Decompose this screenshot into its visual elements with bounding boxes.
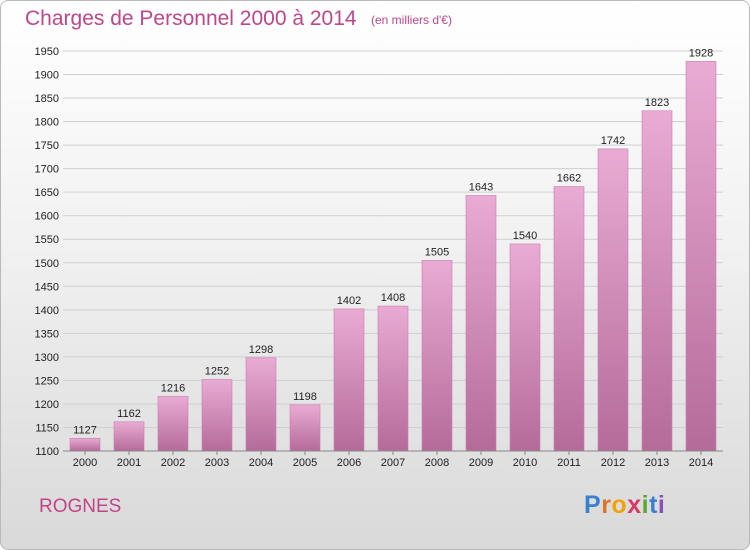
city-name: ROGNES [39, 496, 122, 517]
proxiti-logo[interactable]: Proxiti [584, 491, 665, 520]
x-tick-label: 2006 [337, 457, 361, 469]
x-tick-label: 2008 [425, 457, 449, 469]
y-tick-label: 1200 [35, 399, 59, 411]
bar-value-label: 1298 [249, 344, 273, 356]
chart-subtitle: (en milliers d'€) [371, 13, 452, 27]
x-tick-label: 2007 [381, 457, 405, 469]
logo-letter: r [601, 491, 612, 519]
bar-value-label: 1662 [557, 173, 581, 185]
x-axis-ticks: 2000 2001 2002 2003 2004 2005 2006 2007 2008 2009… [73, 451, 713, 469]
bar-value-label: 1540 [513, 230, 537, 242]
bar-value-label: 1643 [469, 181, 493, 193]
bar [69, 437, 101, 452]
logo-letter: o [611, 491, 628, 519]
bar [465, 195, 497, 452]
data-labels: 1127 1162 1216 1252 1298 1198 1402 1408 1505 1643… [73, 47, 713, 436]
x-tick-label: 2005 [293, 457, 317, 469]
x-tick-label: 2004 [249, 457, 273, 469]
y-tick-label: 1950 [35, 46, 59, 58]
logo-letter: t [649, 491, 658, 519]
bar-value-label: 1408 [381, 292, 405, 304]
x-tick-label: 2011 [557, 457, 581, 469]
y-tick-label: 1650 [35, 187, 59, 199]
y-tick-label: 1100 [35, 446, 59, 458]
x-tick-label: 2014 [689, 457, 713, 469]
logo-letter: x [627, 491, 642, 519]
bar [597, 148, 629, 452]
bar [421, 260, 453, 452]
x-tick-label: 2012 [601, 457, 625, 469]
y-tick-label: 1800 [35, 117, 59, 129]
y-tick-label: 1300 [35, 352, 59, 364]
x-tick-label: 2009 [469, 457, 493, 469]
y-tick-label: 1450 [35, 281, 59, 293]
y-tick-label: 1250 [35, 375, 59, 387]
y-tick-label: 1900 [35, 70, 59, 82]
x-tick-label: 2003 [205, 457, 229, 469]
bar-value-label: 1742 [601, 135, 625, 147]
x-tick-label: 2013 [645, 457, 669, 469]
x-tick-label: 2001 [117, 457, 141, 469]
bar [201, 379, 233, 452]
y-axis-ticks: 1100 1150 1200 1250 1300 1350 1400 1450 1500 1550… [35, 46, 59, 458]
bar [553, 186, 585, 452]
x-tick-label: 2000 [73, 457, 97, 469]
bar [377, 305, 409, 452]
bar-value-label: 1505 [425, 246, 449, 258]
y-tick-label: 1750 [35, 140, 59, 152]
bar-value-label: 1127 [73, 424, 97, 436]
bar [685, 61, 717, 452]
bar [641, 110, 673, 452]
bar-value-label: 1216 [161, 382, 185, 394]
bar-value-label: 1162 [117, 408, 141, 420]
bar [333, 308, 365, 452]
bar [113, 421, 145, 452]
logo-letter: i [641, 491, 650, 519]
y-tick-label: 1350 [35, 328, 59, 340]
logo-letter: i [657, 491, 666, 519]
bar-value-label: 1252 [205, 365, 229, 377]
chart-title: Charges de Personnel 2000 à 2014 [25, 7, 357, 30]
bar [289, 404, 321, 452]
y-tick-label: 1700 [35, 164, 59, 176]
bar-value-label: 1198 [293, 391, 317, 403]
bar [245, 357, 277, 452]
y-tick-label: 1150 [35, 422, 59, 434]
bar [509, 243, 541, 452]
bar-value-label: 1402 [337, 295, 361, 307]
bar [157, 396, 189, 452]
logo-letter: P [584, 491, 602, 519]
y-tick-label: 1400 [35, 305, 59, 317]
bars [69, 61, 717, 452]
y-tick-label: 1600 [35, 211, 59, 223]
x-tick-label: 2002 [161, 457, 185, 469]
y-tick-label: 1550 [35, 234, 59, 246]
y-tick-label: 1500 [35, 258, 59, 270]
x-tick-label: 2010 [513, 457, 537, 469]
y-tick-label: 1850 [35, 93, 59, 105]
bar-value-label: 1823 [645, 97, 669, 109]
bar-value-label: 1928 [689, 47, 713, 59]
